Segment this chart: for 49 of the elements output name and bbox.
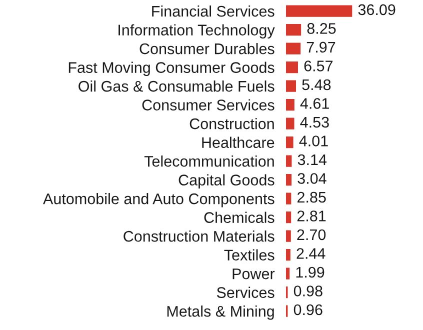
y-tick-label: Capital Goods <box>178 174 274 188</box>
y-tick-label: Consumer Durables <box>140 42 274 54</box>
data-label: 4.01 <box>299 136 328 146</box>
y-tick-label: Chemicals <box>204 212 274 223</box>
y-tick-label: Healthcare <box>202 136 274 148</box>
bar <box>286 118 294 130</box>
bar <box>286 268 290 280</box>
bar <box>286 5 352 17</box>
y-tick-label: Construction <box>190 118 274 130</box>
data-label: 2.44 <box>296 248 326 259</box>
y-tick-label: Construction Materials <box>124 230 274 242</box>
data-label: 7.97 <box>306 42 336 53</box>
data-label: 3.14 <box>298 154 327 166</box>
data-label: 0.96 <box>294 304 322 316</box>
bar <box>286 230 291 242</box>
data-label: 4.61 <box>300 98 329 109</box>
bar <box>286 61 298 74</box>
data-label: 2.85 <box>298 192 326 203</box>
bar <box>286 248 290 261</box>
data-label: 2.81 <box>297 210 326 222</box>
y-tick-label: Financial Services <box>152 5 274 17</box>
y-tick-label: Metals & Mining <box>167 306 274 320</box>
bar <box>286 192 292 204</box>
bar <box>286 174 292 186</box>
y-tick-label: Consumer Services <box>142 99 274 110</box>
y-tick-label: Fast Moving Consumer Goods <box>68 62 274 76</box>
data-label: 0.98 <box>294 286 322 296</box>
y-tick-label: Textiles <box>224 249 274 260</box>
bar <box>286 24 302 36</box>
data-label: 1.99 <box>296 266 324 278</box>
bar <box>286 136 294 148</box>
data-label: 2.70 <box>297 229 326 240</box>
bar <box>286 211 292 224</box>
y-tick-label: Services <box>216 286 274 298</box>
data-label: 5.48 <box>302 79 331 90</box>
bar <box>286 98 294 111</box>
bar <box>286 155 292 167</box>
data-label: 36.09 <box>358 4 396 16</box>
y-tick-label: Information Technology <box>118 24 275 38</box>
bar <box>286 80 296 92</box>
data-label: 3.04 <box>298 173 326 184</box>
y-tick-label: Telecommunication <box>144 156 274 167</box>
y-tick-label: Power <box>232 268 275 280</box>
data-label: 4.53 <box>300 116 329 128</box>
data-label: 8.25 <box>307 23 336 34</box>
y-tick-label: Automobile and Auto Components <box>43 193 274 208</box>
data-label: 6.57 <box>304 60 333 72</box>
y-tick-label: Oil Gas & Consumable Fuels <box>78 80 274 92</box>
bar <box>286 42 301 54</box>
